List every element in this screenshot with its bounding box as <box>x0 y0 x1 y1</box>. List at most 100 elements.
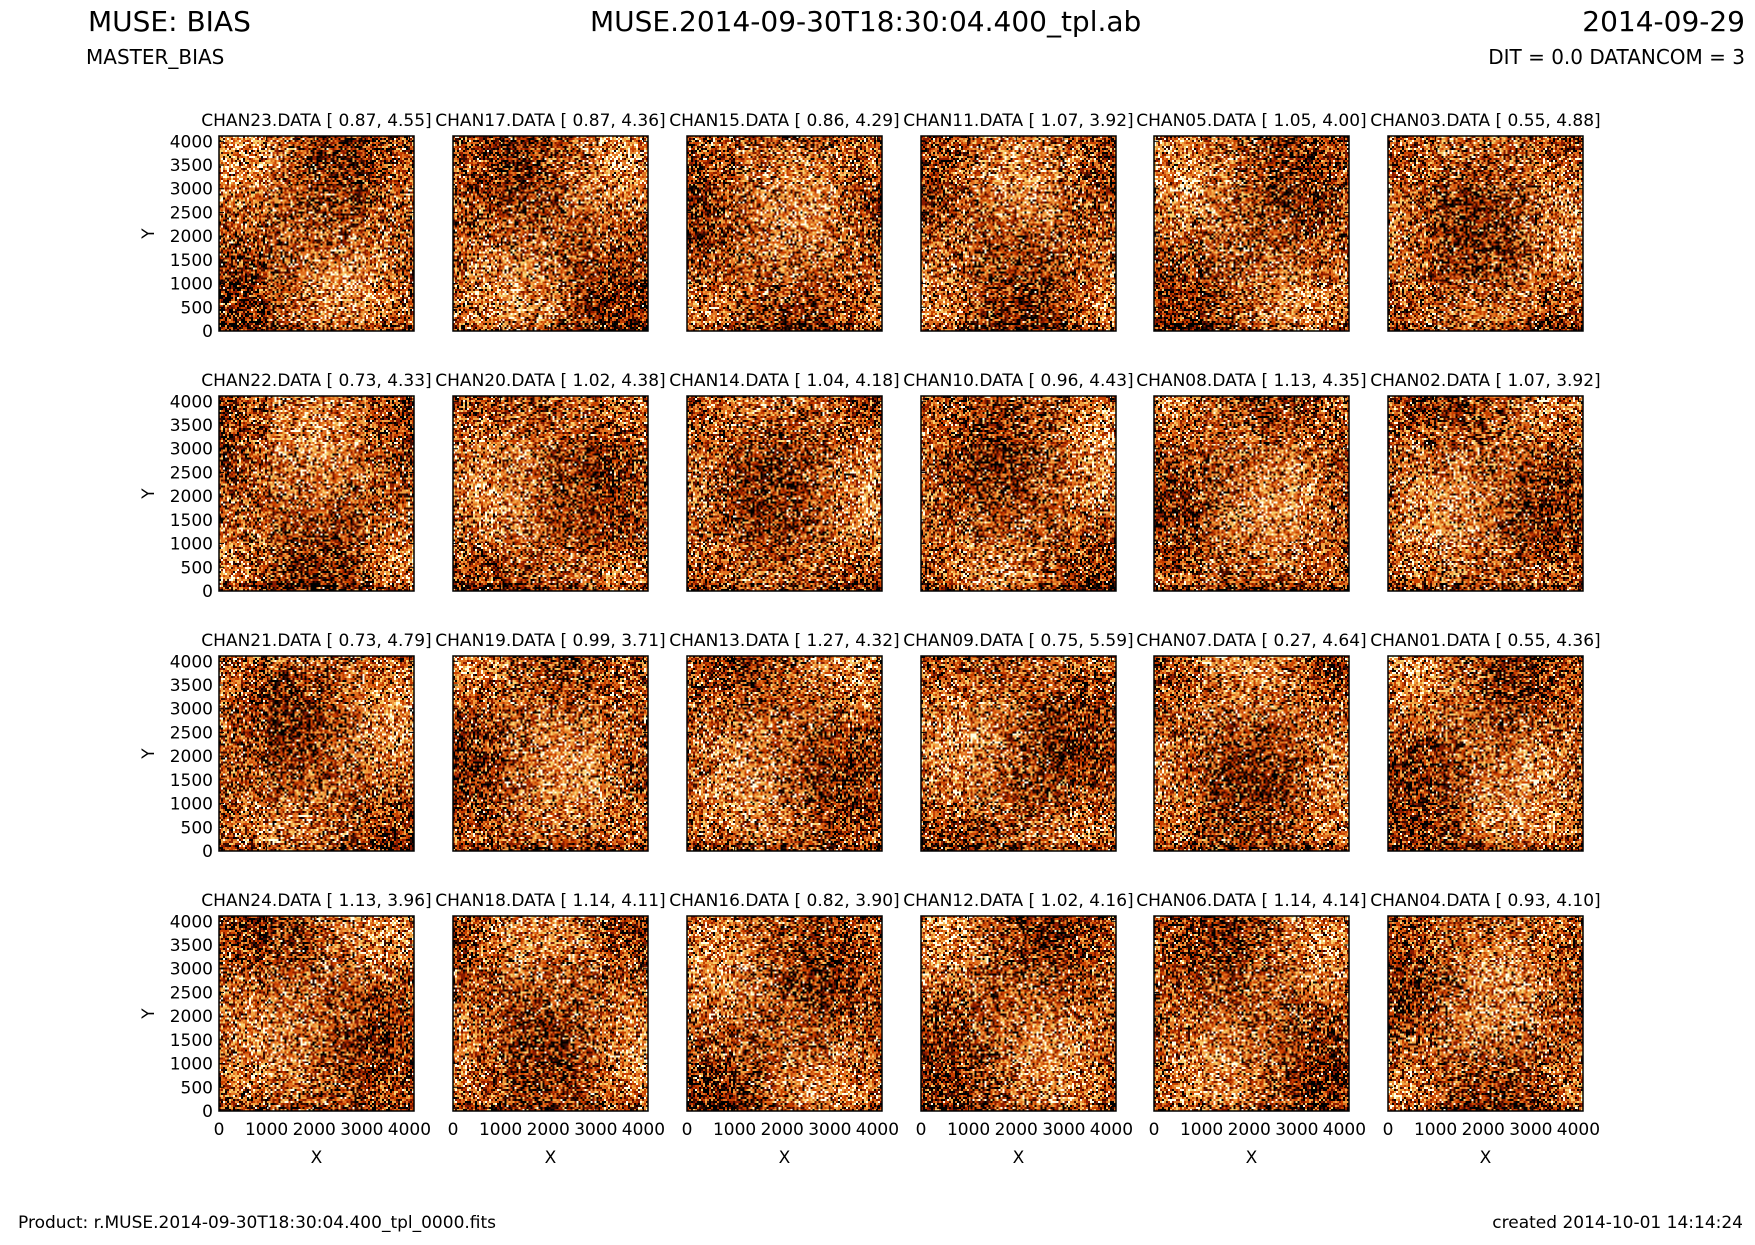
heatmap-image <box>219 916 414 1111</box>
panel-ch22: CHAN22.DATA [ 0.73, 4.33] 0 500 1000 1500 200… <box>139 371 432 602</box>
y-tick-label: 500 <box>181 1078 213 1098</box>
panel-ch19: CHAN19.DATA [ 0.99, 3.71] <box>435 631 666 852</box>
heatmap-image <box>687 916 882 1111</box>
heatmap-image <box>921 136 1116 331</box>
panel-frame <box>452 135 649 332</box>
y-tick-label: 2000 <box>170 487 213 507</box>
x-tick-label: 3000 <box>574 1120 617 1140</box>
x-tick-label: 3000 <box>340 1120 383 1140</box>
x-tick-label: 1000 <box>479 1120 522 1140</box>
y-axis-label: Y <box>139 1008 159 1020</box>
x-axis-label: X <box>545 1148 557 1168</box>
heatmap-image <box>1388 656 1583 851</box>
panel-ch11: CHAN11.DATA [ 1.07, 3.92] <box>903 111 1134 332</box>
instrument-title: MUSE: BIAS <box>88 5 251 38</box>
x-tick-label: 4000 <box>388 1120 431 1140</box>
y-tick-label: 1500 <box>170 511 213 531</box>
panel-ch2: CHAN02.DATA [ 1.07, 3.92] <box>1370 371 1601 592</box>
panel-frame <box>218 135 415 332</box>
x-tick-label: 2000 <box>527 1120 570 1140</box>
panel-ch1: CHAN01.DATA [ 0.55, 4.36] <box>1370 631 1601 852</box>
panel-ch3: CHAN03.DATA [ 0.55, 4.88] <box>1370 111 1601 332</box>
panel-ch23: CHAN23.DATA [ 0.87, 4.55] 0 500 1000 1500 200… <box>139 111 432 342</box>
heatmap-image <box>1388 396 1583 591</box>
heatmap-image <box>1154 916 1349 1111</box>
panel-ch9: CHAN09.DATA [ 0.75, 5.59] <box>903 631 1134 852</box>
x-tick-label: 2000 <box>1228 1120 1271 1140</box>
panel-title: CHAN16.DATA [ 0.82, 3.90] <box>669 891 899 911</box>
y-tick-label: 4000 <box>170 132 213 152</box>
panel-frame <box>920 135 1117 332</box>
x-tick-label: 1000 <box>245 1120 288 1140</box>
heatmap-image <box>219 656 414 851</box>
y-tick-label: 0 <box>202 322 213 342</box>
y-tick-label: 2000 <box>170 227 213 247</box>
y-tick-label: 3000 <box>170 180 213 200</box>
y-tick-label: 0 <box>202 1102 213 1122</box>
panel-title: CHAN18.DATA [ 1.14, 4.11] <box>435 891 665 911</box>
panel-ch16: CHAN16.DATA [ 0.82, 3.90] 0 1000 2000 3000 40… <box>669 891 899 1168</box>
y-tick-label: 1500 <box>170 1031 213 1051</box>
y-tick-label: 0 <box>202 842 213 862</box>
panel-frame <box>218 395 415 592</box>
panel-frame <box>218 915 415 1112</box>
x-tick-label: 0 <box>1383 1120 1394 1140</box>
panel-title: CHAN19.DATA [ 0.99, 3.71] <box>435 631 665 651</box>
panel-title: CHAN09.DATA [ 0.75, 5.59] <box>903 631 1133 651</box>
panel-title: CHAN03.DATA [ 0.55, 4.88] <box>1370 111 1600 131</box>
x-tick-label: 3000 <box>1509 1120 1552 1140</box>
x-tick-label: 0 <box>682 1120 693 1140</box>
panel-frame <box>686 655 883 852</box>
x-tick-label: 2000 <box>761 1120 804 1140</box>
product-type: MASTER_BIAS <box>86 45 225 69</box>
x-tick-label: 1000 <box>1414 1120 1457 1140</box>
panel-ch13: CHAN13.DATA [ 1.27, 4.32] <box>669 631 900 852</box>
x-axis-label: X <box>311 1148 323 1168</box>
panel-frame <box>920 395 1117 592</box>
panel-ch24: CHAN24.DATA [ 1.13, 3.96] 0 500 1000 1500 200… <box>139 891 432 1168</box>
heatmap-image <box>453 136 648 331</box>
heatmap-image <box>921 916 1116 1111</box>
x-tick-label: 3000 <box>1275 1120 1318 1140</box>
panel-ch7: CHAN07.DATA [ 0.27, 4.64] <box>1136 631 1367 852</box>
footer-created: created 2014-10-01 14:14:24 <box>1492 1213 1743 1233</box>
panel-title: CHAN08.DATA [ 1.13, 4.35] <box>1136 371 1366 391</box>
heatmap-image <box>1154 396 1349 591</box>
y-tick-label: 2000 <box>170 1007 213 1027</box>
panel-frame <box>1387 655 1584 852</box>
x-tick-label: 1000 <box>947 1120 990 1140</box>
panel-frame <box>686 915 883 1112</box>
y-tick-label: 4000 <box>170 652 213 672</box>
y-axis-label: Y <box>139 488 159 500</box>
y-tick-label: 500 <box>181 558 213 578</box>
y-tick-label: 1000 <box>170 275 213 295</box>
heatmap-image <box>1154 656 1349 851</box>
x-tick-label: 3000 <box>808 1120 851 1140</box>
footer-product: Product: r.MUSE.2014-09-30T18:30:04.400_… <box>18 1213 497 1233</box>
heatmap-image <box>687 136 882 331</box>
heatmap-image <box>219 136 414 331</box>
x-tick-label: 2000 <box>1462 1120 1505 1140</box>
file-title: MUSE.2014-09-30T18:30:04.400_tpl.ab <box>590 5 1142 38</box>
panel-ch20: CHAN20.DATA [ 1.02, 4.38] <box>435 371 666 592</box>
panel-title: CHAN15.DATA [ 0.86, 4.29] <box>669 111 899 131</box>
heatmap-image <box>687 656 882 851</box>
panel-frame <box>1153 915 1350 1112</box>
panel-ch18: CHAN18.DATA [ 1.14, 4.11] 0 1000 2000 3000 40… <box>435 891 665 1168</box>
panel-title: CHAN06.DATA [ 1.14, 4.14] <box>1136 891 1366 911</box>
panel-title: CHAN04.DATA [ 0.93, 4.10] <box>1370 891 1600 911</box>
panel-frame <box>920 655 1117 852</box>
panel-frame <box>452 655 649 852</box>
x-tick-label: 2000 <box>293 1120 336 1140</box>
heatmap-image <box>1388 136 1583 331</box>
y-tick-label: 3000 <box>170 960 213 980</box>
y-tick-label: 1500 <box>170 771 213 791</box>
panel-frame <box>1387 395 1584 592</box>
panel-title: CHAN22.DATA [ 0.73, 4.33] <box>201 371 431 391</box>
panel-frame <box>1387 915 1584 1112</box>
y-axis-label: Y <box>139 748 159 760</box>
panel-title: CHAN01.DATA [ 0.55, 4.36] <box>1370 631 1600 651</box>
panel-title: CHAN05.DATA [ 1.05, 4.00] <box>1136 111 1366 131</box>
panel-title: CHAN02.DATA [ 1.07, 3.92] <box>1370 371 1600 391</box>
x-tick-label: 4000 <box>622 1120 665 1140</box>
